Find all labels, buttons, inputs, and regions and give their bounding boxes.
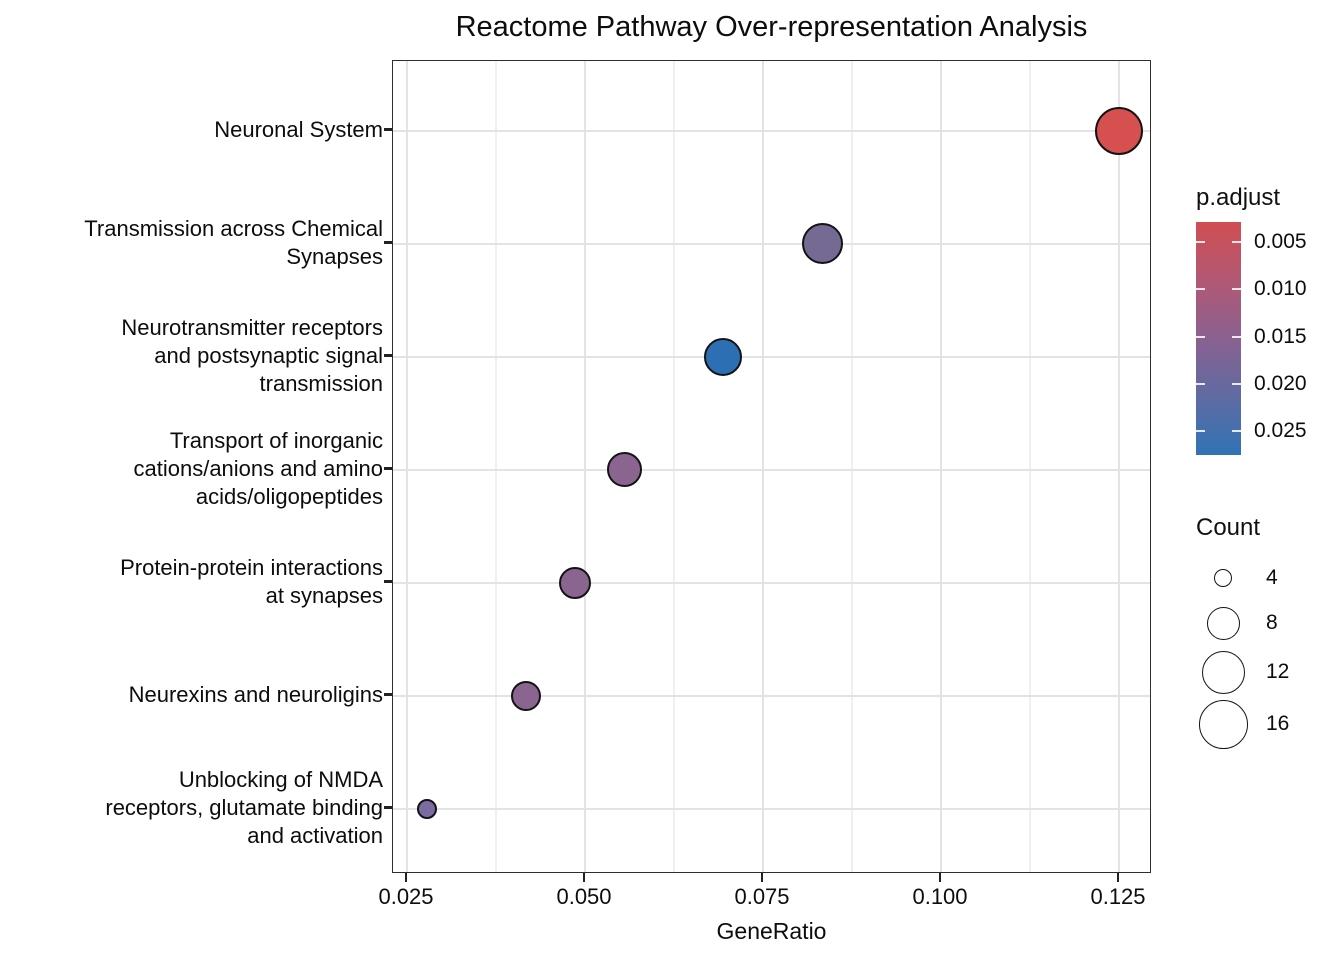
legend-padjust-title: p.adjust — [1196, 184, 1281, 211]
x-tick-mark — [938, 873, 942, 882]
x-tick-mark — [1116, 873, 1120, 882]
data-point — [1095, 106, 1143, 155]
colorbar-tick-mark — [1196, 335, 1205, 338]
data-point — [801, 223, 843, 264]
minor-gridline — [1029, 61, 1031, 872]
count-legend-label: 4 — [1266, 566, 1278, 589]
y-axis-label: Neurexins and neuroligins — [128, 681, 383, 707]
y-tick-mark — [384, 354, 392, 357]
count-legend-label: 16 — [1266, 712, 1290, 735]
x-tick-label: 0.100 — [912, 884, 968, 909]
x-tick-mark — [404, 873, 408, 882]
x-tick-mark — [582, 873, 586, 882]
colorbar-tick-label: 0.025 — [1254, 419, 1307, 443]
y-axis-label: Neurotransmitter receptors and postsynap… — [121, 314, 383, 396]
row-gridline — [393, 468, 1150, 471]
count-legend-label: 12 — [1266, 660, 1290, 683]
padjust-colorbar — [1196, 222, 1241, 455]
colorbar-tick-label: 0.010 — [1254, 277, 1307, 301]
y-tick-mark — [384, 467, 392, 470]
data-point — [607, 452, 643, 487]
data-point — [416, 798, 437, 819]
colorbar-tick-mark — [1196, 430, 1205, 433]
y-axis-label: Transport of inorganic cations/anions an… — [133, 427, 384, 509]
colorbar-tick-mark — [1232, 382, 1241, 385]
minor-gridline — [673, 61, 675, 872]
colorbar-tick-mark — [1232, 240, 1241, 243]
x-tick-label: 0.125 — [1090, 884, 1146, 909]
count-legend-circle — [1201, 650, 1245, 694]
chart-title: Reactome Pathway Over-representation Ana… — [455, 11, 1088, 43]
y-axis-label: Protein-protein interactions at synapses — [120, 554, 383, 608]
row-gridline — [393, 581, 1150, 584]
colorbar-tick-label: 0.005 — [1254, 229, 1307, 253]
major-gridline — [406, 61, 408, 872]
y-axis-label: Neuronal System — [214, 116, 383, 142]
y-tick-mark — [384, 693, 392, 696]
y-tick-mark — [384, 128, 392, 131]
count-legend-circle — [1206, 606, 1240, 640]
data-point — [559, 566, 592, 599]
x-tick-label: 0.025 — [378, 884, 434, 909]
x-axis-title: GeneRatio — [716, 918, 827, 944]
minor-gridline — [495, 61, 497, 872]
y-tick-mark — [384, 241, 392, 244]
major-gridline — [1118, 61, 1120, 872]
colorbar-tick-mark — [1196, 382, 1205, 385]
colorbar-tick-mark — [1196, 240, 1205, 243]
major-gridline — [762, 61, 764, 872]
row-gridline — [393, 242, 1150, 245]
y-tick-mark — [384, 580, 392, 583]
colorbar-tick-label: 0.015 — [1254, 324, 1307, 348]
major-gridline — [584, 61, 586, 872]
count-legend-circle — [1198, 699, 1248, 749]
x-tick-label: 0.050 — [556, 884, 612, 909]
y-axis-label: Unblocking of NMDA receptors, glutamate … — [105, 766, 383, 848]
major-gridline — [940, 61, 942, 872]
colorbar-tick-mark — [1232, 288, 1241, 291]
data-point — [510, 680, 541, 711]
legend-count-title: Count — [1196, 514, 1261, 541]
row-gridline — [393, 355, 1150, 358]
colorbar-tick-mark — [1196, 288, 1205, 291]
count-legend-circle — [1214, 569, 1232, 587]
row-gridline — [393, 129, 1150, 132]
colorbar-tick-mark — [1232, 430, 1241, 433]
x-tick-label: 0.075 — [734, 884, 790, 909]
colorbar-tick-mark — [1232, 335, 1241, 338]
data-point — [704, 337, 743, 376]
minor-gridline — [851, 61, 853, 872]
row-gridline — [393, 807, 1150, 810]
y-axis-label: Transmission across Chemical Synapses — [84, 215, 383, 269]
colorbar-tick-label: 0.020 — [1254, 371, 1307, 395]
x-tick-mark — [760, 873, 764, 882]
y-tick-mark — [384, 806, 392, 809]
plot-panel — [392, 60, 1151, 873]
count-legend-label: 8 — [1266, 611, 1278, 634]
row-gridline — [393, 694, 1150, 697]
